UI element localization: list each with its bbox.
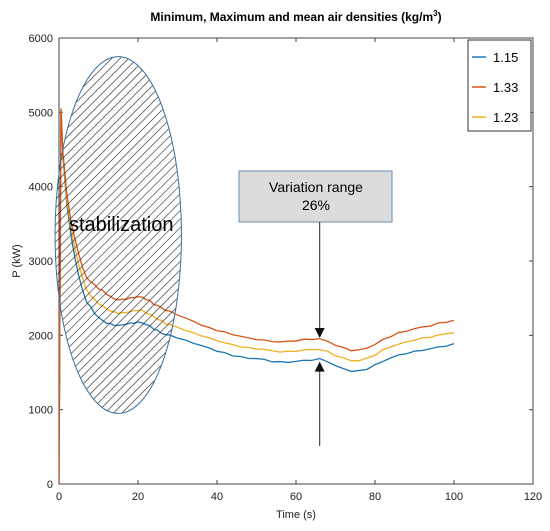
legend-label: 1.15 [493,50,518,65]
y-axis-label: P (kW) [11,244,23,277]
chart-title: Minimum, Maximum and mean air densities … [150,9,441,24]
legend-box [467,39,532,132]
x-tick-label: 80 [369,491,381,503]
legend: 1.15 1.33 1.23 [467,39,532,132]
y-tick-label: 4000 [29,182,53,194]
x-tick-label: 100 [445,491,463,503]
variation-range-value: 26% [302,197,330,213]
x-axis-label: Time (s) [276,509,316,521]
arrow-down-icon [314,328,325,339]
variation-range-label: Variation range [269,179,363,195]
y-tick-label: 3000 [29,256,53,268]
x-tick-label: 0 [56,491,62,503]
y-tick-label: 1000 [29,405,53,417]
y-tick-label: 6000 [29,33,53,45]
x-tick-label: 120 [524,491,542,503]
x-tick-label: 40 [211,491,223,503]
x-tick-label: 20 [132,491,144,503]
y-tick-label: 5000 [29,107,53,119]
legend-label: 1.33 [493,80,518,95]
axis-ticks: 0 20 40 60 80 100 120 0 1000 2000 3000 4000 5000 6000 [29,33,543,503]
y-tick-label: 0 [47,479,53,491]
x-tick-label: 60 [290,491,302,503]
stabilization-label: stabilization [69,214,174,236]
stabilization-ellipse [54,56,182,414]
variation-range-box [238,170,393,223]
y-tick-label: 2000 [29,330,53,342]
arrow-up-icon [314,361,325,372]
variation-range-annotation: Variation range 26% [238,170,393,446]
legend-label: 1.23 [493,110,518,125]
